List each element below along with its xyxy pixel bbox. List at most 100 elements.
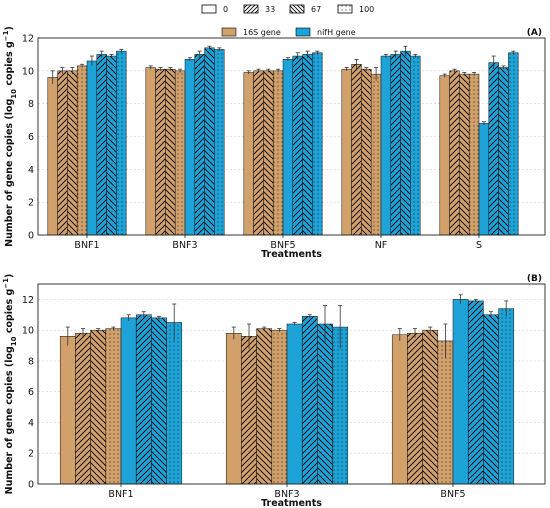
- bar: [439, 75, 450, 236]
- bar-hatch: [136, 314, 152, 484]
- legend-swatch-100: [337, 4, 353, 14]
- legend-label-16s: 16S gene: [243, 28, 281, 37]
- legend-genes: 16S gene nifH gene: [221, 27, 356, 37]
- bar-hatch: [90, 330, 106, 484]
- bar-hatch: [459, 74, 470, 235]
- bar-hatch: [508, 52, 519, 236]
- bar: [243, 72, 254, 236]
- y-tick-label: 12: [22, 295, 34, 306]
- y-tick-label: 10: [22, 326, 34, 337]
- x-tick-label: NF: [375, 240, 388, 251]
- bar-hatch: [105, 328, 121, 484]
- legend-label-100: 100: [359, 5, 374, 14]
- bar-hatch: [165, 69, 176, 235]
- y-tick-label: 8: [28, 99, 34, 110]
- bar-hatch: [407, 333, 423, 484]
- bar-hatch: [271, 330, 287, 484]
- bar-hatch: [57, 70, 68, 235]
- bar-hatch: [488, 62, 499, 235]
- y-axis-label: Number of gene copies (log10 copies g−1): [2, 274, 18, 495]
- bar-hatch: [449, 70, 460, 235]
- x-axis-label: Treatments: [261, 249, 322, 260]
- y-tick-label: 0: [28, 480, 34, 491]
- legend-label-67: 67: [311, 5, 321, 14]
- bar: [59, 336, 76, 485]
- bar-hatch: [312, 52, 323, 236]
- x-tick-label: BNF1: [74, 240, 99, 251]
- y-tick-label: 8: [28, 356, 34, 367]
- x-tick-label: BNF5: [270, 240, 295, 251]
- legend-swatch-16s: [221, 27, 237, 37]
- bar-hatch: [302, 54, 313, 235]
- bar-hatch: [422, 330, 438, 484]
- bar-hatch: [106, 56, 117, 235]
- x-tick-label: BNF3: [172, 240, 197, 251]
- x-axis-label: Treatments: [261, 498, 322, 508]
- x-tick-label: S: [476, 240, 482, 251]
- bar-hatch: [204, 47, 215, 235]
- y-tick-label: 4: [28, 418, 34, 429]
- chart-panel-a: 0 2 4 6 8 10 12 BNF1 BNF3 BNF5 NF S Treatments (A) Num…: [2, 26, 546, 260]
- bar-hatch: [273, 70, 283, 235]
- bar: [47, 77, 58, 236]
- legend-label-0: 0: [223, 5, 228, 14]
- bar-hatch: [332, 327, 348, 484]
- y-tick-label: 12: [22, 34, 34, 45]
- bar-hatch: [317, 324, 333, 484]
- bar-hatch: [498, 308, 514, 484]
- bar: [452, 299, 469, 485]
- y-tick-label: 6: [28, 387, 34, 398]
- x-tick-label: BNF1: [108, 489, 133, 500]
- y-tick-label: 4: [28, 165, 34, 176]
- bar-hatch: [253, 70, 264, 235]
- legend-swatch-67: [289, 4, 305, 14]
- bar-hatch: [116, 51, 127, 236]
- y-tick-label: 0: [28, 231, 34, 242]
- plot-frame: [37, 283, 546, 485]
- y-tick-label: 6: [28, 132, 34, 143]
- legend-label-nifh: nifH gene: [317, 28, 356, 37]
- legend-swatch-33: [243, 4, 259, 14]
- bar-hatch: [214, 49, 225, 235]
- bar-hatch: [498, 67, 509, 235]
- bar-hatch: [361, 69, 372, 235]
- bar-hatch: [67, 70, 78, 235]
- bar-hatch: [263, 70, 274, 235]
- bar-hatch: [96, 54, 107, 235]
- bar: [225, 332, 242, 485]
- plot-frame: [37, 37, 546, 236]
- bar: [478, 123, 490, 236]
- y-tick-label: 2: [28, 198, 34, 209]
- bar: [380, 55, 392, 236]
- bar: [282, 59, 294, 236]
- bar-hatch: [437, 340, 453, 484]
- bar-hatch: [371, 74, 381, 235]
- bar: [145, 67, 156, 236]
- bar: [286, 323, 303, 485]
- panel-label: (A): [527, 28, 542, 38]
- bar-hatch: [390, 54, 401, 235]
- bar-hatch: [483, 314, 499, 484]
- bar: [341, 68, 352, 236]
- y-tick-label: 10: [22, 66, 34, 77]
- bar-hatch: [468, 300, 484, 484]
- chart-panel-b: 0 2 4 6 8 10 12 BNF1 BNF3 BNF5 Treatments (B) Number…: [2, 274, 546, 508]
- legend-levels: 0 33 67 100: [201, 4, 374, 14]
- y-axis-label: Number of gene copies (log10 copies g−1): [2, 26, 18, 247]
- legend-swatch-nifh: [295, 27, 311, 37]
- bar-hatch: [351, 64, 362, 236]
- x-tick-label: BNF3: [274, 489, 299, 500]
- bar-hatch: [302, 316, 318, 484]
- bar: [391, 334, 408, 485]
- bar-hatch: [175, 70, 185, 235]
- legend-swatch-0: [201, 4, 217, 14]
- x-tick-label: BNF5: [440, 489, 465, 500]
- bar-hatch: [241, 336, 257, 484]
- panel-label: (B): [527, 274, 542, 284]
- bar: [120, 317, 137, 485]
- bar-hatch: [194, 54, 205, 235]
- legend-label-33: 33: [265, 5, 275, 14]
- bar-hatch: [410, 56, 421, 235]
- bar-hatch: [151, 317, 167, 484]
